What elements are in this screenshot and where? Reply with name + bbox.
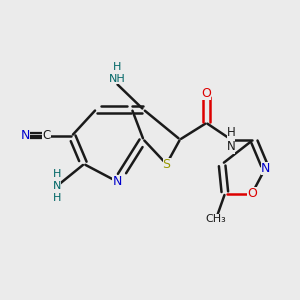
Text: N: N [112,175,122,188]
Text: S: S [163,158,170,171]
Text: N: N [21,129,30,142]
Text: H
NH: H NH [109,62,125,84]
Text: CH₃: CH₃ [206,214,226,224]
Text: N: N [261,161,270,175]
Text: O: O [202,86,211,100]
Text: C: C [42,129,51,142]
Text: H
N: H N [226,125,236,154]
Text: O: O [247,187,257,200]
Text: H
N
H: H N H [53,169,61,202]
